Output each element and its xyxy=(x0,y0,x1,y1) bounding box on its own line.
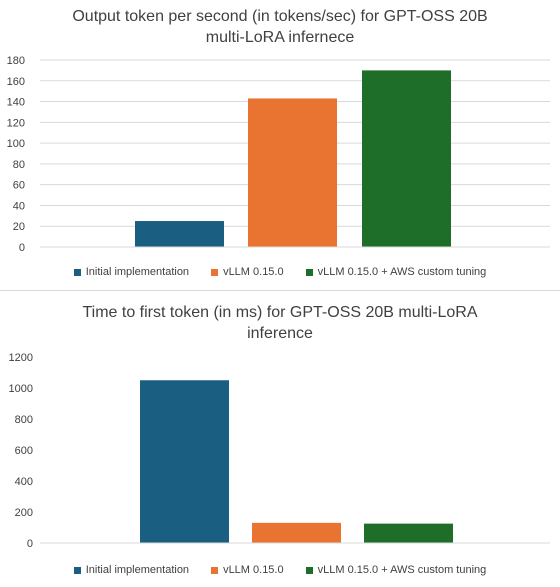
y-tick-label: 160 xyxy=(7,76,25,88)
legend-item-vllm-aws: vLLM 0.15.0 + AWS custom tuning xyxy=(305,564,487,576)
bar-3 xyxy=(364,523,453,543)
bar-1 xyxy=(140,380,229,543)
y-tick-label: 600 xyxy=(15,445,33,457)
legend-label: vLLM 0.15.0 xyxy=(223,266,284,278)
legend-swatch xyxy=(211,268,219,276)
y-tick-label: 120 xyxy=(7,117,25,129)
chart-plot-ttft: 0 200 400 600 800 1000 1200 xyxy=(9,352,550,550)
y-tick-label: 80 xyxy=(13,159,25,171)
y-tick-label: 0 xyxy=(27,538,33,550)
legend-label: vLLM 0.15.0 + AWS custom tuning xyxy=(317,266,487,278)
legend-swatch xyxy=(73,566,81,574)
y-tick-label: 200 xyxy=(15,507,33,519)
chart-panel-throughput: Output token per second (in tokens/sec) … xyxy=(0,0,560,290)
legend-item-vllm: vLLM 0.15.0 xyxy=(211,564,284,576)
y-tick-label: 180 xyxy=(7,55,25,67)
bar-2 xyxy=(252,522,341,543)
legend-swatch xyxy=(305,566,313,574)
chart-plot-throughput: 0 20 40 60 80 100 120 140 160 180 xyxy=(7,55,550,254)
chart-title: Time to first token (in ms) for GPT-OSS … xyxy=(82,304,478,342)
legend-label: Initial implementation xyxy=(85,564,190,576)
y-tick-label: 20 xyxy=(13,221,25,233)
y-tick-label: 800 xyxy=(15,414,33,426)
legend-item-initial: Initial implementation xyxy=(73,564,190,576)
legend-swatch xyxy=(211,566,219,574)
chart-legend: Initial implementation vLLM 0.15.0 vLLM … xyxy=(0,564,560,576)
legend-swatch xyxy=(305,268,313,276)
legend-label: Initial implementation xyxy=(85,266,190,278)
y-tick-label: 0 xyxy=(19,242,25,254)
y-tick-label: 100 xyxy=(7,138,25,150)
y-tick-label: 40 xyxy=(13,200,25,212)
panel-divider xyxy=(0,290,560,291)
chart-title: Output token per second (in tokens/sec) … xyxy=(72,8,488,46)
y-tick-label: 60 xyxy=(13,180,25,192)
legend-item-initial: Initial implementation xyxy=(73,266,190,278)
legend-label: vLLM 0.15.0 xyxy=(223,564,284,576)
chart-legend: Initial implementation vLLM 0.15.0 vLLM … xyxy=(0,266,560,278)
bar-2 xyxy=(248,98,337,247)
bar-1 xyxy=(135,221,224,247)
y-tick-label: 400 xyxy=(15,476,33,488)
legend-item-vllm: vLLM 0.15.0 xyxy=(211,266,284,278)
bar-3 xyxy=(362,70,451,247)
y-tick-label: 1000 xyxy=(9,383,33,395)
y-tick-label: 140 xyxy=(7,97,25,109)
chart-panel-ttft: Time to first token (in ms) for GPT-OSS … xyxy=(0,292,560,587)
legend-label: vLLM 0.15.0 + AWS custom tuning xyxy=(317,564,487,576)
legend-item-vllm-aws: vLLM 0.15.0 + AWS custom tuning xyxy=(305,266,487,278)
legend-swatch xyxy=(73,268,81,276)
y-tick-label: 1200 xyxy=(9,352,33,364)
